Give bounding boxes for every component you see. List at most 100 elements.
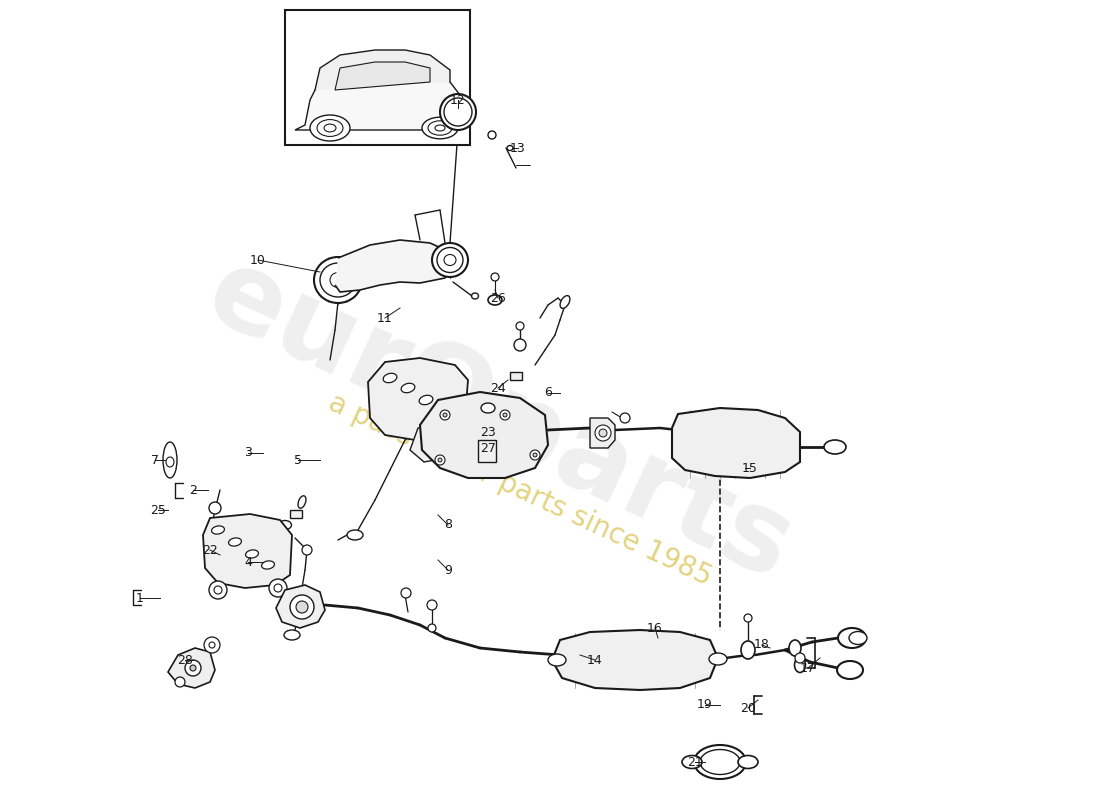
- Ellipse shape: [437, 407, 451, 417]
- Ellipse shape: [789, 640, 801, 656]
- Ellipse shape: [488, 295, 502, 305]
- Text: 11: 11: [377, 311, 393, 325]
- Text: 25: 25: [150, 503, 166, 517]
- Ellipse shape: [794, 658, 805, 673]
- Ellipse shape: [310, 115, 350, 141]
- Bar: [510, 372, 522, 380]
- Circle shape: [274, 584, 282, 592]
- Ellipse shape: [298, 496, 306, 508]
- Text: 17: 17: [800, 662, 816, 674]
- Ellipse shape: [548, 654, 566, 666]
- Text: 16: 16: [647, 622, 663, 634]
- Ellipse shape: [849, 631, 867, 645]
- Ellipse shape: [472, 293, 478, 299]
- Circle shape: [296, 601, 308, 613]
- Ellipse shape: [324, 124, 336, 132]
- Bar: [478, 440, 496, 462]
- Ellipse shape: [440, 94, 476, 130]
- Ellipse shape: [262, 561, 274, 569]
- Text: 6: 6: [544, 386, 552, 399]
- Ellipse shape: [434, 125, 446, 131]
- Circle shape: [516, 322, 524, 330]
- Polygon shape: [315, 50, 450, 90]
- Circle shape: [500, 410, 510, 420]
- Text: eurOparts: eurOparts: [190, 238, 810, 602]
- Text: 8: 8: [444, 518, 452, 531]
- Ellipse shape: [710, 653, 727, 665]
- Text: 18: 18: [755, 638, 770, 651]
- Ellipse shape: [211, 526, 224, 534]
- Ellipse shape: [488, 131, 496, 139]
- Ellipse shape: [346, 530, 363, 540]
- Polygon shape: [410, 428, 452, 462]
- Circle shape: [595, 425, 610, 441]
- Circle shape: [795, 653, 805, 663]
- Ellipse shape: [166, 457, 174, 467]
- Ellipse shape: [422, 118, 458, 138]
- Circle shape: [270, 579, 287, 597]
- Ellipse shape: [838, 628, 866, 648]
- Circle shape: [428, 624, 436, 632]
- Ellipse shape: [444, 254, 456, 266]
- Circle shape: [514, 339, 526, 351]
- Circle shape: [209, 581, 227, 599]
- Circle shape: [209, 642, 214, 648]
- Text: 7: 7: [151, 454, 160, 466]
- Text: 1: 1: [136, 591, 144, 605]
- Circle shape: [185, 660, 201, 676]
- Ellipse shape: [402, 383, 415, 393]
- Polygon shape: [276, 585, 324, 628]
- Text: 4: 4: [244, 555, 252, 569]
- Text: 20: 20: [740, 702, 756, 714]
- Text: 26: 26: [491, 291, 506, 305]
- Circle shape: [440, 410, 450, 420]
- Circle shape: [190, 665, 196, 671]
- Ellipse shape: [481, 403, 495, 413]
- Circle shape: [204, 637, 220, 653]
- Circle shape: [434, 455, 446, 465]
- Text: 23: 23: [480, 426, 496, 438]
- Text: 14: 14: [587, 654, 603, 666]
- Text: 13: 13: [510, 142, 526, 154]
- Text: 19: 19: [697, 698, 713, 711]
- Polygon shape: [295, 70, 462, 130]
- Ellipse shape: [330, 273, 346, 287]
- Ellipse shape: [507, 146, 513, 150]
- Polygon shape: [590, 418, 615, 448]
- Ellipse shape: [229, 538, 241, 546]
- Text: 5: 5: [294, 454, 302, 466]
- Bar: [285, 10, 470, 145]
- Circle shape: [534, 453, 537, 457]
- Ellipse shape: [284, 630, 300, 640]
- Polygon shape: [336, 62, 430, 90]
- Ellipse shape: [700, 750, 740, 774]
- Circle shape: [503, 413, 507, 417]
- Text: 28: 28: [177, 654, 192, 666]
- Text: 2: 2: [189, 483, 197, 497]
- Ellipse shape: [245, 550, 258, 558]
- Ellipse shape: [837, 661, 864, 679]
- Ellipse shape: [163, 442, 177, 478]
- Bar: [290, 510, 303, 518]
- Ellipse shape: [738, 755, 758, 769]
- Ellipse shape: [741, 641, 755, 659]
- Ellipse shape: [278, 521, 292, 530]
- Text: 21: 21: [688, 755, 703, 769]
- Circle shape: [214, 586, 222, 594]
- Circle shape: [425, 436, 441, 452]
- Ellipse shape: [824, 440, 846, 454]
- Polygon shape: [420, 392, 548, 478]
- Circle shape: [600, 429, 607, 437]
- Ellipse shape: [428, 121, 452, 135]
- Text: 10: 10: [250, 254, 266, 266]
- Circle shape: [443, 413, 447, 417]
- Ellipse shape: [432, 243, 468, 277]
- Ellipse shape: [383, 374, 397, 382]
- Ellipse shape: [444, 98, 472, 126]
- Circle shape: [302, 545, 312, 555]
- Circle shape: [427, 600, 437, 610]
- Circle shape: [744, 614, 752, 622]
- Polygon shape: [368, 358, 468, 440]
- Ellipse shape: [314, 257, 362, 303]
- Text: a passion for parts since 1985: a passion for parts since 1985: [323, 389, 716, 591]
